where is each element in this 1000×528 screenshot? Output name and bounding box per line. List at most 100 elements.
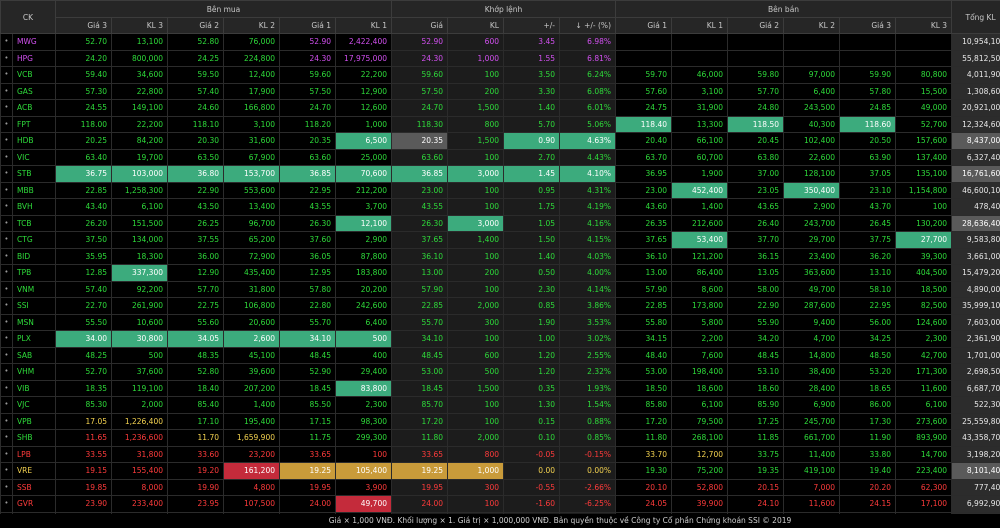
stock-code[interactable]: LPB — [12, 445, 56, 463]
buy-price-2[interactable]: 11.70 — [167, 429, 224, 447]
buy-price-2[interactable]: 118.10 — [167, 115, 224, 133]
sell-price-3[interactable]: 20.20 — [839, 478, 896, 496]
buy-price-2[interactable]: 85.40 — [167, 396, 224, 414]
stock-row-vhm[interactable]: • VHM 52.70 37,600 52.80 39,600 52.90 29,400 53.… — [0, 363, 1000, 381]
pin-icon[interactable]: • — [0, 495, 13, 513]
change-header[interactable]: +/- — [503, 17, 560, 34]
match-price[interactable]: 24.70 — [391, 99, 448, 117]
sell-price-3[interactable]: 33.80 — [839, 445, 896, 463]
pin-icon[interactable]: • — [0, 346, 13, 364]
match-price[interactable]: 55.70 — [391, 313, 448, 331]
sell-price-1[interactable]: 118.40 — [615, 115, 672, 133]
sell-price-1[interactable]: 48.40 — [615, 346, 672, 364]
sell-price-3[interactable]: 26.45 — [839, 214, 896, 232]
buy-price-2[interactable]: 12.90 — [167, 264, 224, 282]
sell-price-2[interactable]: 48.45 — [727, 346, 784, 364]
pin-icon[interactable]: • — [0, 429, 13, 447]
sell-price-2[interactable]: 58.00 — [727, 280, 784, 298]
stock-code[interactable]: VJC — [12, 396, 56, 414]
match-price[interactable]: 48.45 — [391, 346, 448, 364]
sell-price-1[interactable]: 85.80 — [615, 396, 672, 414]
buy-price-1[interactable]: 20.35 — [279, 132, 336, 150]
stock-row-hpg[interactable]: • HPG 24.20 800,000 24.25 224,800 24.30 17,975,… — [0, 49, 1000, 67]
stock-row-tpb[interactable]: • TPB 12.85 337,300 12.90 435,400 12.95 183,800… — [0, 264, 1000, 282]
pin-icon[interactable]: • — [0, 49, 13, 67]
sell-vol3-header[interactable]: KL 3 — [894, 17, 953, 34]
buy-price-2[interactable]: 23.95 — [167, 495, 224, 513]
stock-row-tcb[interactable]: • TCB 26.20 151,500 26.25 96,700 26.30 12,100 26… — [0, 214, 1000, 232]
buy-price-3[interactable]: 12.85 — [55, 264, 112, 282]
stock-row-sab[interactable]: • SAB 48.25 500 48.35 45,100 48.45 400 48.45 600 1… — [0, 346, 1000, 364]
sell-price-2[interactable]: 53.10 — [727, 363, 784, 381]
match-price[interactable]: 85.70 — [391, 396, 448, 414]
sell-price-3[interactable]: 43.70 — [839, 198, 896, 216]
stock-row-mwg[interactable]: • MWG 52.70 13,100 52.80 76,000 52.90 2,422,400… — [0, 33, 1000, 51]
stock-code[interactable]: BID — [12, 247, 56, 265]
pin-icon[interactable]: • — [0, 82, 13, 100]
pin-icon[interactable]: • — [0, 396, 13, 414]
sell-price1-header[interactable]: Giá 1 — [615, 17, 672, 34]
buy-price-2[interactable]: 17.10 — [167, 412, 224, 430]
buy-price2-header[interactable]: Giá 2 — [167, 17, 224, 34]
buy-price-3[interactable]: 18.35 — [55, 379, 112, 397]
buy-price-1[interactable]: 22.80 — [279, 297, 336, 315]
stock-row-ctg[interactable]: • CTG 37.50 134,000 37.55 65,200 37.60 2,900 37.… — [0, 231, 1000, 249]
stock-code[interactable]: VHM — [12, 363, 56, 381]
stock-row-hdb[interactable]: • HDB 20.25 84,200 20.30 31,600 20.35 6,500 20.3… — [0, 132, 1000, 150]
stock-code[interactable]: GAS — [12, 82, 56, 100]
pin-icon[interactable]: • — [0, 231, 13, 249]
match-price[interactable]: 57.50 — [391, 82, 448, 100]
buy-price-1[interactable]: 24.30 — [279, 49, 336, 67]
buy-price-2[interactable]: 57.40 — [167, 82, 224, 100]
sell-price-2[interactable]: 24.80 — [727, 99, 784, 117]
buy-price-3[interactable]: 19.15 — [55, 462, 112, 480]
sell-price-1[interactable]: 17.20 — [615, 412, 672, 430]
stock-code[interactable]: GVR — [12, 495, 56, 513]
stock-code[interactable]: VPB — [12, 412, 56, 430]
stock-code[interactable]: BVH — [12, 198, 56, 216]
sell-price-1[interactable]: 33.70 — [615, 445, 672, 463]
stock-code[interactable]: ACB — [12, 99, 56, 117]
buy-vol2-header[interactable]: KL 2 — [223, 17, 280, 34]
buy-price-1[interactable]: 26.30 — [279, 214, 336, 232]
buy-price-2[interactable]: 37.55 — [167, 231, 224, 249]
pin-icon[interactable]: • — [0, 264, 13, 282]
buy-price-2[interactable]: 33.60 — [167, 445, 224, 463]
buy-price-3[interactable]: 19.85 — [55, 478, 112, 496]
sell-vol1-header[interactable]: KL 1 — [671, 17, 728, 34]
stock-code[interactable]: TPB — [12, 264, 56, 282]
buy-price-1[interactable]: 36.05 — [279, 247, 336, 265]
stock-row-vnm[interactable]: • VNM 57.40 92,200 57.70 31,800 57.80 20,200 57.… — [0, 280, 1000, 298]
buy-price-1[interactable]: 36.85 — [279, 165, 336, 183]
buy-price-2[interactable]: 55.60 — [167, 313, 224, 331]
match-price[interactable]: 63.60 — [391, 148, 448, 166]
stock-code[interactable]: FPT — [12, 115, 56, 133]
pin-icon[interactable]: • — [0, 445, 13, 463]
buy-price-3[interactable]: 11.65 — [55, 429, 112, 447]
stock-code[interactable]: HDB — [12, 132, 56, 150]
stock-code[interactable]: STB — [12, 165, 56, 183]
buy-price-1[interactable]: 63.60 — [279, 148, 336, 166]
match-price[interactable]: 57.90 — [391, 280, 448, 298]
buy-price-3[interactable]: 36.75 — [55, 165, 112, 183]
match-price[interactable]: 52.90 — [391, 33, 448, 51]
sell-price-2[interactable]: 37.70 — [727, 231, 784, 249]
buy-price-2[interactable]: 34.05 — [167, 330, 224, 348]
buy-price-1[interactable]: 22.95 — [279, 181, 336, 199]
match-price[interactable]: 26.30 — [391, 214, 448, 232]
buy-price-1[interactable]: 34.10 — [279, 330, 336, 348]
sell-price-2[interactable]: 57.70 — [727, 82, 784, 100]
buy-price-3[interactable]: 17.05 — [55, 412, 112, 430]
pin-icon[interactable]: • — [0, 247, 13, 265]
ck-header[interactable]: CK — [0, 0, 56, 34]
pin-icon[interactable]: • — [0, 412, 13, 430]
pin-icon[interactable]: • — [0, 181, 13, 199]
sell-price-1[interactable]: 26.35 — [615, 214, 672, 232]
stock-row-vpb[interactable]: • VPB 17.05 1,226,400 17.10 195,400 17.15 98,30… — [0, 412, 1000, 430]
stock-row-shb[interactable]: • SHB 11.65 1,236,600 11.70 1,659,900 11.75 299… — [0, 429, 1000, 447]
sell-price-2[interactable]: 43.65 — [727, 198, 784, 216]
stock-code[interactable]: VCB — [12, 66, 56, 84]
sell-price-1[interactable]: 24.75 — [615, 99, 672, 117]
sell-price-2[interactable]: 26.40 — [727, 214, 784, 232]
match-price[interactable]: 20.35 — [391, 132, 448, 150]
